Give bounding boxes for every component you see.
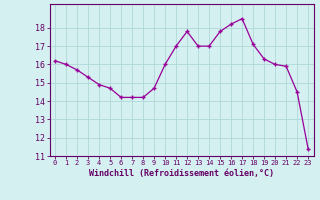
X-axis label: Windchill (Refroidissement éolien,°C): Windchill (Refroidissement éolien,°C)	[89, 169, 274, 178]
